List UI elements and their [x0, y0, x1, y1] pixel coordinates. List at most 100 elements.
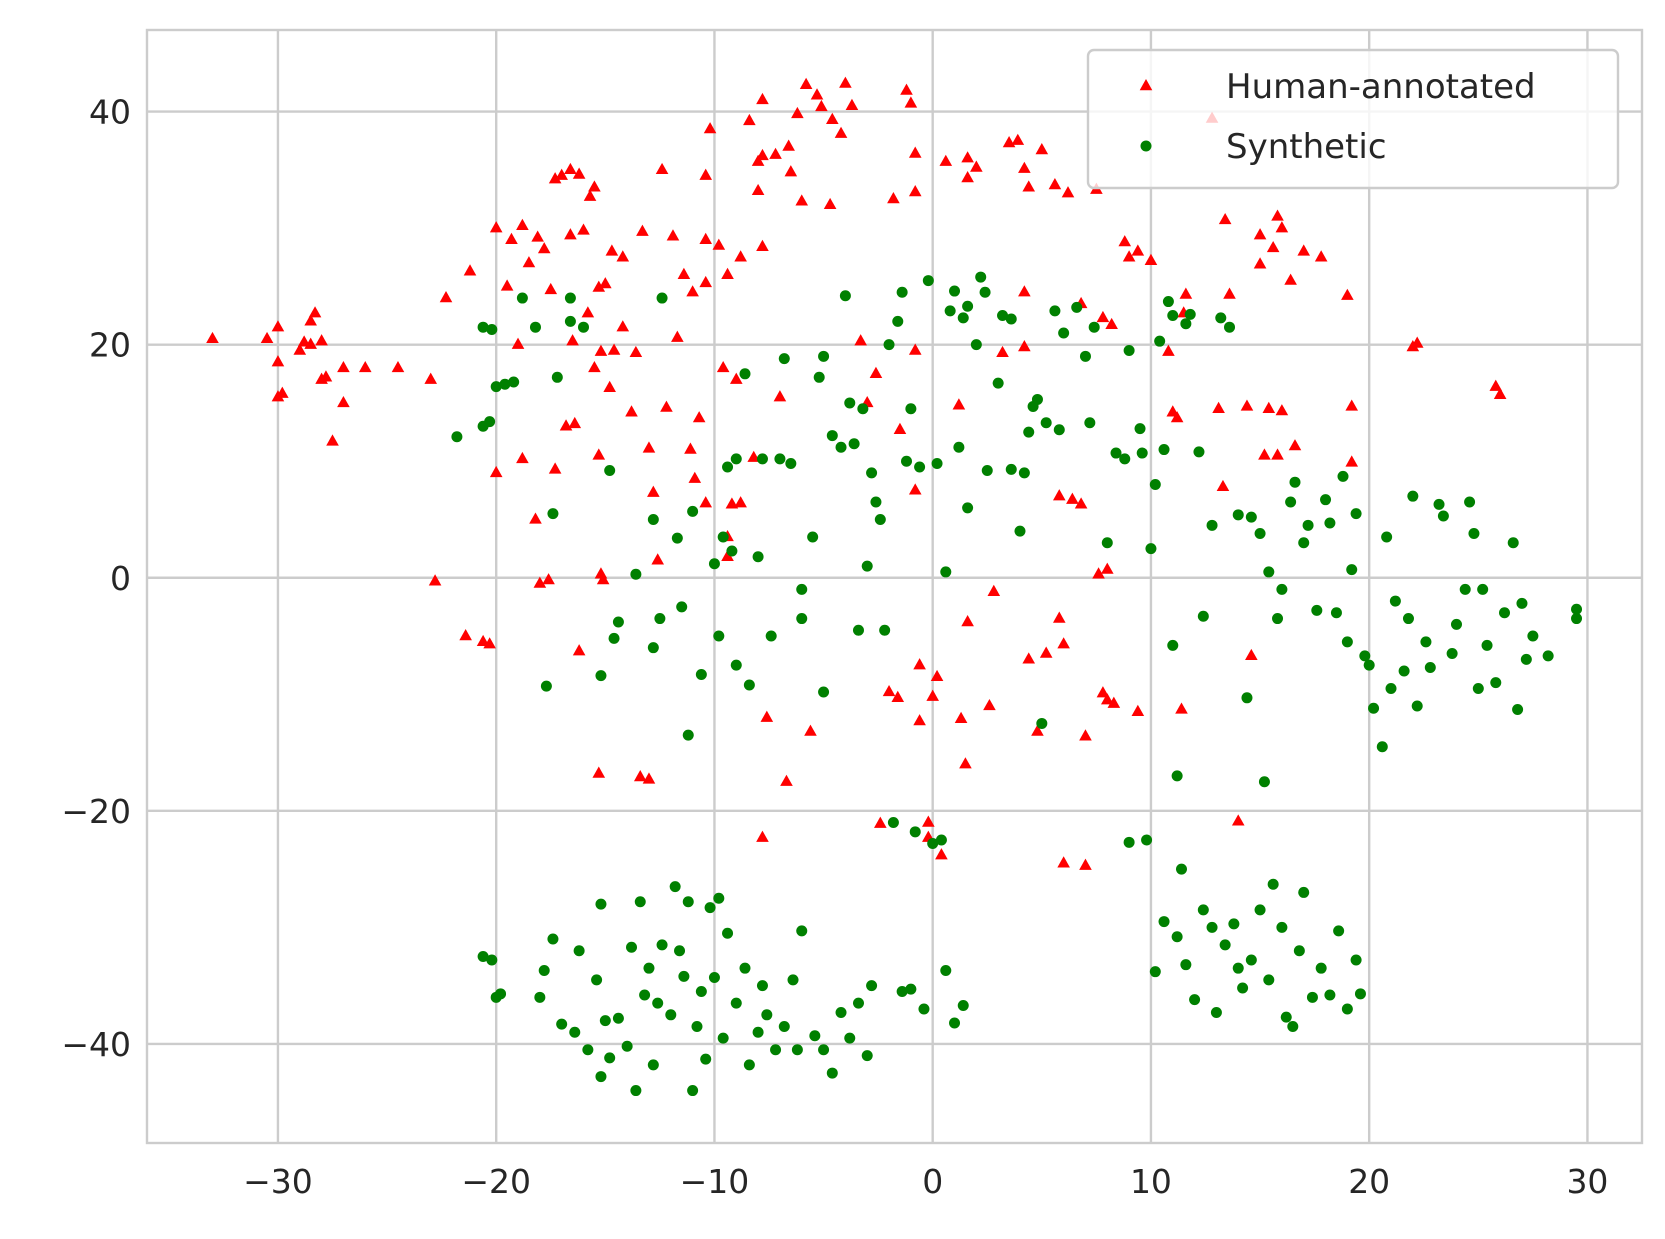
synthetic-point: [1330, 607, 1342, 619]
synthetic-point: [844, 397, 856, 409]
human-annotated-point: [1074, 497, 1088, 509]
human-annotated-point: [686, 285, 699, 297]
human-annotated-point: [1253, 257, 1267, 269]
human-annotated-point: [1489, 379, 1503, 391]
human-annotated-point: [1231, 814, 1245, 826]
synthetic-point: [1180, 318, 1192, 330]
y-axis-ticks: −40 −20 0 20 40: [61, 93, 131, 1064]
synthetic-point: [852, 997, 864, 1009]
synthetic-point: [935, 834, 947, 846]
synthetic-point: [962, 502, 974, 514]
synthetic-point: [1368, 702, 1380, 714]
human-annotated-point: [439, 291, 453, 303]
human-annotated-point: [1493, 387, 1507, 399]
human-annotated-point: [537, 242, 551, 254]
synthetic-point: [739, 962, 751, 974]
synthetic-point: [1071, 301, 1083, 313]
x-tick-label: −10: [680, 1162, 750, 1201]
synthetic-point: [595, 898, 607, 910]
human-annotated-point: [1275, 221, 1289, 233]
synthetic-point: [547, 508, 559, 520]
synthetic-point: [914, 461, 926, 473]
human-annotated-point: [500, 279, 514, 291]
synthetic-point: [717, 1032, 729, 1044]
synthetic-point: [752, 1026, 764, 1038]
synthetic-point: [787, 974, 799, 986]
human-annotated-point: [1253, 228, 1267, 240]
human-annotated-point: [651, 553, 665, 565]
synthetic-point: [486, 954, 498, 966]
synthetic-point: [756, 453, 768, 465]
synthetic-point: [1158, 444, 1170, 456]
synthetic-point: [953, 441, 965, 453]
human-annotated-point: [660, 400, 673, 412]
y-tick-label: 20: [89, 326, 131, 365]
x-tick-label: 30: [1566, 1162, 1608, 1201]
synthetic-point: [730, 453, 742, 465]
human-annotated-point: [581, 306, 595, 318]
human-annotated-point: [542, 573, 555, 585]
human-annotated-point: [642, 772, 656, 784]
human-annotated-point: [743, 113, 756, 126]
human-annotated-point: [533, 576, 547, 588]
synthetic-point: [1315, 962, 1327, 974]
synthetic-point: [1005, 463, 1017, 475]
human-annotated-point: [769, 147, 782, 159]
human-annotated-point: [961, 171, 974, 183]
human-annotated-point: [799, 77, 813, 89]
human-annotated-point: [987, 584, 1001, 596]
x-tick-label: 20: [1348, 1162, 1390, 1201]
synthetic-point: [1359, 650, 1371, 662]
human-annotated-point: [1122, 250, 1136, 262]
synthetic-point: [1263, 566, 1275, 578]
x-tick-label: −20: [461, 1162, 531, 1201]
synthetic-point: [826, 1067, 838, 1079]
synthetic-point: [796, 583, 808, 595]
synthetic-point: [1311, 604, 1323, 616]
human-annotated-point: [489, 465, 503, 478]
synthetic-point: [1162, 296, 1174, 308]
human-annotated-point: [1262, 401, 1276, 413]
human-annotated-point: [922, 815, 935, 827]
human-annotated-point: [721, 267, 734, 279]
synthetic-point: [818, 1044, 830, 1056]
human-annotated-point: [869, 366, 883, 379]
synthetic-point: [1171, 931, 1183, 943]
synthetic-point: [918, 1003, 930, 1015]
synthetic-point: [1040, 417, 1052, 429]
synthetic-point: [1354, 988, 1366, 1000]
human-annotated-point: [699, 496, 713, 508]
x-tick-label: 0: [922, 1162, 943, 1201]
synthetic-point: [1472, 682, 1484, 694]
synthetic-point: [778, 1020, 790, 1032]
human-annotated-point: [1288, 439, 1302, 451]
synthetic-point: [1119, 453, 1131, 465]
synthetic-point: [1293, 945, 1305, 957]
synthetic-point: [1437, 510, 1449, 522]
plot-area: [145, 28, 1644, 1145]
human-annotated-point: [904, 96, 918, 108]
human-annotated-point: [572, 167, 586, 179]
synthetic-point: [691, 1020, 703, 1032]
human-annotated-point: [1039, 646, 1053, 658]
y-tick-label: 40: [89, 93, 131, 132]
human-annotated-point: [1345, 455, 1359, 467]
human-annotated-point: [605, 244, 619, 256]
human-annotated-point: [564, 162, 577, 175]
synthetic-point: [1167, 310, 1179, 322]
synthetic-point: [887, 817, 899, 829]
synthetic-point: [626, 941, 638, 953]
synthetic-point: [547, 933, 559, 945]
data-points: [206, 76, 1583, 1097]
synthetic-point: [1210, 1006, 1222, 1018]
human-annotated-point: [511, 337, 525, 349]
synthetic-point: [852, 624, 864, 636]
synthetic-point: [1389, 595, 1401, 607]
synthetic-point: [1232, 509, 1244, 521]
human-annotated-point: [930, 669, 944, 682]
human-annotated-point: [616, 250, 630, 262]
legend-marker: [1139, 79, 1153, 91]
human-annotated-point: [548, 462, 562, 474]
grid-lines: [147, 30, 1642, 1143]
human-annotated-point: [716, 360, 730, 373]
